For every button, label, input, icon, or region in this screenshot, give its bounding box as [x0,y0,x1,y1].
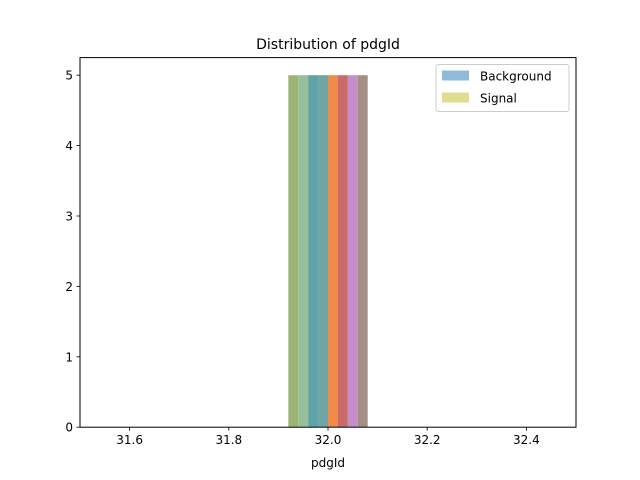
y-tick-label: 0 [65,421,73,435]
y-tick-label: 2 [65,280,73,294]
histogram-bar-6 [347,75,358,428]
x-tick-label: 31.8 [215,433,242,447]
histogram-bar-7 [357,75,368,428]
chart-title: Distribution of pdgId [256,37,400,53]
histogram-bar-2 [308,75,319,428]
legend-label: Signal [480,92,517,106]
x-tick-label: 32.0 [315,433,342,447]
histogram-bar-0 [288,75,299,428]
x-tick-label: 32.4 [513,433,540,447]
y-tick-label: 5 [65,69,73,83]
y-tick-label: 1 [65,350,73,364]
legend-swatch [442,92,469,103]
legend-label: Background [480,70,552,84]
y-tick-label: 3 [65,210,73,224]
x-axis-label: pdgId [311,456,345,470]
x-tick-label: 31.6 [116,433,143,447]
histogram-bar-4 [328,75,338,428]
histogram-bar-5 [337,75,348,428]
legend-swatch [442,70,469,81]
x-tick-label: 32.2 [414,433,441,447]
legend: Background Signal [435,64,570,112]
x-axis: 31.6 31.8 32.0 32.2 32.4 [116,427,540,447]
legend-frame [435,64,570,112]
y-axis: 0 1 2 3 4 5 [65,69,80,435]
histogram-bars [288,75,368,428]
histogram-bar-1 [298,75,309,428]
histogram-bar-3 [318,75,328,428]
y-tick-label: 4 [65,139,73,153]
